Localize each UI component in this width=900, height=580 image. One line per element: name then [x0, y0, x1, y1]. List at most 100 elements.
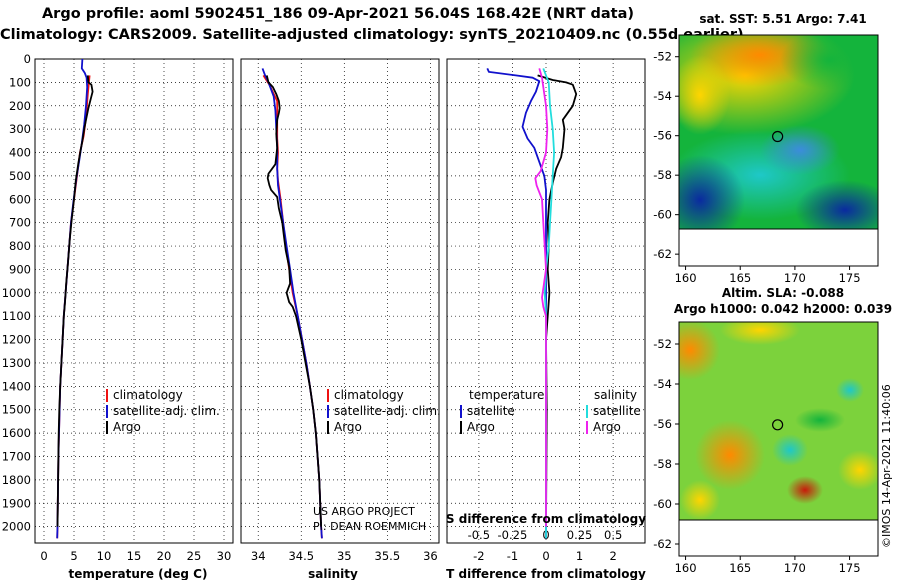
series-line-satellite-adj-clim-: [56, 59, 89, 539]
sst-map-title: sat. SST: 5.51 Argo: 7.41: [699, 12, 867, 26]
salinity-tick-label: 34: [251, 549, 266, 563]
series-line-climatology: [56, 75, 91, 539]
map-lon-tick-label: 165: [729, 271, 751, 285]
temperature-tick-label: 5: [70, 549, 77, 563]
project-credit: US ARGO PROJECT: [313, 505, 415, 518]
map-lon-tick-label: 160: [675, 271, 697, 285]
depth-tick-label: 200: [9, 99, 31, 113]
depth-tick-label: 2000: [2, 520, 31, 534]
map-lat-tick-label: -58: [653, 457, 672, 471]
s-difference-tick-label: -0.5: [468, 528, 490, 542]
temperature-tick-label: 10: [97, 549, 112, 563]
depth-tick-label: 1400: [2, 379, 31, 393]
depth-tick-label: 300: [9, 122, 31, 136]
legend-temperature-argo: Argo: [467, 420, 495, 434]
salinity-tick-label: 35.5: [375, 549, 401, 563]
map-lat-tick-label: -60: [653, 497, 672, 511]
s-difference-tick-label: -0.25: [498, 528, 528, 542]
depth-tick-label: 1000: [2, 286, 31, 300]
s-difference-tick-label: 0.5: [604, 528, 622, 542]
t-difference-tick-label: 1: [576, 549, 583, 563]
map-lat-tick-label: -56: [653, 417, 672, 431]
depth-tick-label: 700: [9, 216, 31, 230]
pi-credit: PI: DEAN ROEMMICH: [313, 520, 426, 533]
depth-tick-label: 100: [9, 75, 31, 89]
depth-tick-label: 500: [9, 169, 31, 183]
map-lon-tick-label: 170: [784, 561, 806, 575]
legend-argo: Argo: [113, 420, 141, 434]
temperature-tick-label: 25: [187, 549, 202, 563]
map-lat-tick-label: -62: [653, 247, 672, 261]
map-lon-tick-label: 175: [839, 561, 861, 575]
map-lon-tick-label: 170: [784, 271, 806, 285]
temperature-legend: climatology satellite-adj. clim. Argo: [106, 388, 220, 434]
series-line-argo: [56, 75, 94, 527]
map-lat-tick-label: -62: [653, 537, 672, 551]
s-difference-axis-label: S difference from climatology: [446, 512, 646, 526]
depth-tick-label: 900: [9, 262, 31, 276]
series-line-argo: [265, 75, 322, 527]
sla-map-title-line2: Argo h1000: 0.042 h2000: 0.039: [673, 302, 893, 316]
temperature-axis-label: temperature (deg C): [69, 567, 208, 580]
depth-tick-label: 1300: [2, 356, 31, 370]
figure-title-line2: Climatology: CARS2009. Satellite-adjuste…: [0, 27, 744, 43]
legend-satellite-adj-clim: satellite-adj. clim.: [113, 404, 220, 418]
depth-tick-label: 1600: [2, 426, 31, 440]
depth-tick-label: 1500: [2, 403, 31, 417]
legend-temperature-title: temperature: [469, 388, 544, 402]
t-difference-tick-label: 2: [609, 549, 616, 563]
t-difference-tick-label: 0: [542, 549, 549, 563]
series-line-salinity-argo: [534, 68, 549, 527]
legend-salinity-argo: Argo: [593, 420, 621, 434]
salinity-plot-frame: [240, 58, 440, 544]
series-line-salinity-satellite: [542, 68, 555, 539]
salinity-axis-label: salinity: [308, 567, 358, 580]
series-line-temperature-satellite: [486, 68, 547, 539]
t-difference-axis-label: T difference from climatology: [446, 567, 646, 580]
series-line-satellite-adj-clim-: [261, 68, 323, 539]
legend-temperature-satellite: satellite: [467, 404, 515, 418]
map-lon-tick-label: 160: [675, 561, 697, 575]
map-lat-tick-label: -58: [653, 168, 672, 182]
imos-watermark: ©IMOS 14-Apr-2021 11:40:06: [880, 384, 893, 548]
depth-tick-label: 1900: [2, 496, 31, 510]
map-lat-tick-label: -54: [653, 89, 672, 103]
temperature-tick-label: 20: [157, 549, 172, 563]
map-lat-tick-label: -52: [653, 337, 672, 351]
series-line-temperature-argo: [537, 74, 578, 527]
argo-position-marker: [772, 419, 784, 431]
t-difference-tick-label: -1: [507, 549, 518, 563]
sla-map-image: [679, 322, 878, 520]
depth-tick-label: 1800: [2, 473, 31, 487]
salinity-tick-label: 34.5: [288, 549, 314, 563]
argo-position-marker: [772, 130, 784, 143]
legend-argo: Argo: [334, 420, 362, 434]
salinity-legend: climatology satellite-adj. clim. Argo: [327, 388, 441, 434]
map-lon-tick-label: 175: [839, 271, 861, 285]
temperature-tick-label: 30: [217, 549, 232, 563]
temperature-tick-label: 0: [40, 549, 47, 563]
depth-tick-label: 800: [9, 239, 31, 253]
depth-tick-label: 1200: [2, 333, 31, 347]
salinity-tick-label: 35: [337, 549, 352, 563]
temperature-tick-label: 15: [127, 549, 142, 563]
map-lat-tick-label: -54: [653, 377, 672, 391]
difference-legend: temperature salinity satellite Argo sate…: [460, 388, 641, 434]
depth-tick-label: 1100: [2, 309, 31, 323]
legend-climatology: climatology: [113, 388, 183, 402]
depth-tick-label: 600: [9, 192, 31, 206]
sst-map-image: [679, 35, 878, 229]
map-lat-tick-label: -52: [653, 50, 672, 64]
figure-title-line1: Argo profile: aoml 5902451_186 09-Apr-20…: [41, 6, 635, 22]
legend-satellite-adj-clim: satellite-adj. clim.: [334, 404, 441, 418]
depth-tick-label: 1700: [2, 449, 31, 463]
map-lat-tick-label: -56: [653, 129, 672, 143]
depth-tick-label: 0: [24, 52, 31, 66]
sla-map-title-line1: Altim. SLA: -0.088: [721, 286, 845, 300]
salinity-tick-label: 36: [423, 549, 438, 563]
depth-tick-label: 400: [9, 146, 31, 160]
t-difference-tick-label: -2: [473, 549, 484, 563]
legend-salinity-title: salinity: [594, 388, 637, 402]
s-difference-tick-label: 0.25: [567, 528, 593, 542]
